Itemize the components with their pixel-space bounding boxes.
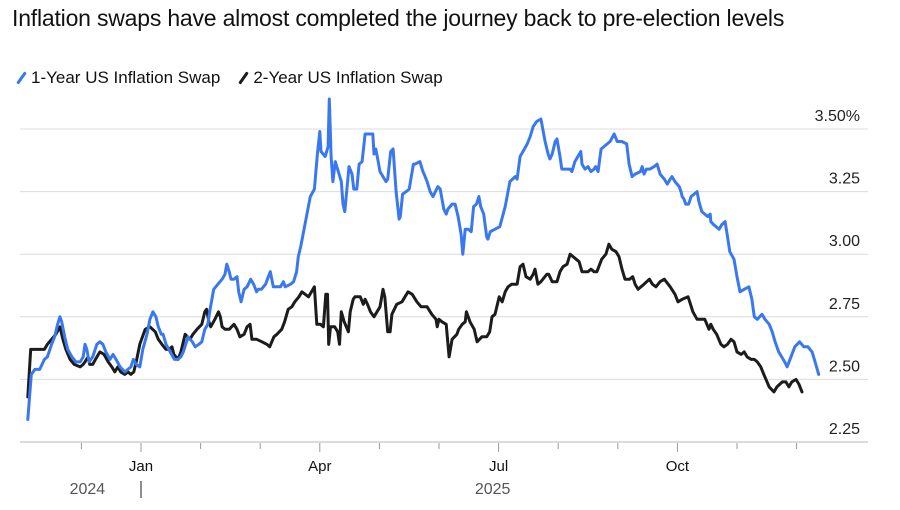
x-axis: Jan Apr Jul Oct 2024 2025: [70, 443, 798, 498]
series-line-2y: [26, 242, 804, 399]
chart-title: Inflation swaps have almost completed th…: [12, 5, 785, 31]
x-tick-label: Oct: [666, 458, 690, 475]
series-line-1y: [26, 97, 821, 421]
legend-item-2y: 2-Year US Inflation Swap: [238, 68, 443, 88]
y-tick-label: 3.50%: [815, 108, 860, 125]
y-tick-label: 2.75: [829, 296, 860, 313]
gridlines: [20, 128, 868, 443]
series-lines: [26, 97, 821, 421]
y-axis-ticks: 3.50% 3.25 3.00 2.75 2.50 2.25: [815, 108, 860, 438]
legend: 1-Year US Inflation Swap 2-Year US Infla…: [16, 68, 443, 88]
year-label: 2024: [70, 481, 106, 498]
x-tick-label: Jul: [489, 458, 508, 475]
y-tick-label: 2.50: [829, 358, 860, 375]
y-tick-label: 3.25: [829, 171, 860, 188]
year-label: 2025: [475, 481, 511, 498]
y-tick-label: 3.00: [829, 233, 860, 250]
legend-item-1y: 1-Year US Inflation Swap: [16, 68, 221, 88]
y-tick-label: 2.25: [829, 421, 860, 438]
legend-label-1y: 1-Year US Inflation Swap: [31, 68, 221, 87]
legend-label-2y: 2-Year US Inflation Swap: [253, 68, 443, 87]
x-tick-label: Apr: [308, 458, 331, 475]
x-tick-label: Jan: [129, 458, 153, 475]
